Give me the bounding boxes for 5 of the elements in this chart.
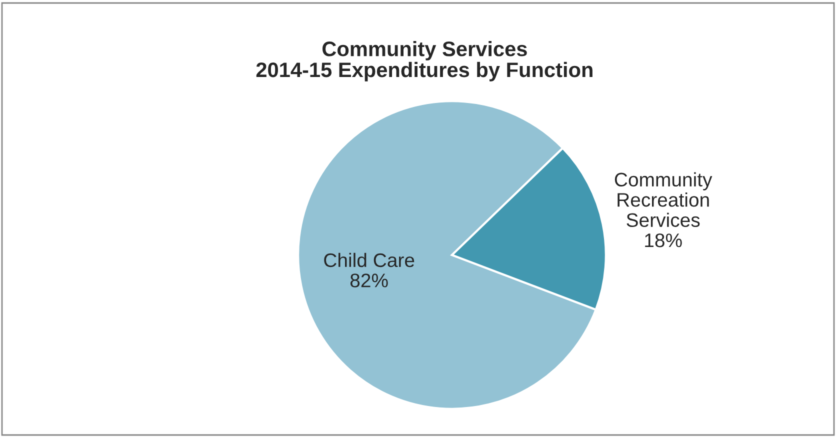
chart-title: Community Services 2014-15 Expenditures by Function (256, 41, 592, 82)
slice-label: Child Care (324, 252, 414, 268)
slice-label: Community Recreation Services (614, 172, 712, 228)
data-label: 18% (645, 233, 682, 248)
data-label: 82% (350, 274, 388, 288)
